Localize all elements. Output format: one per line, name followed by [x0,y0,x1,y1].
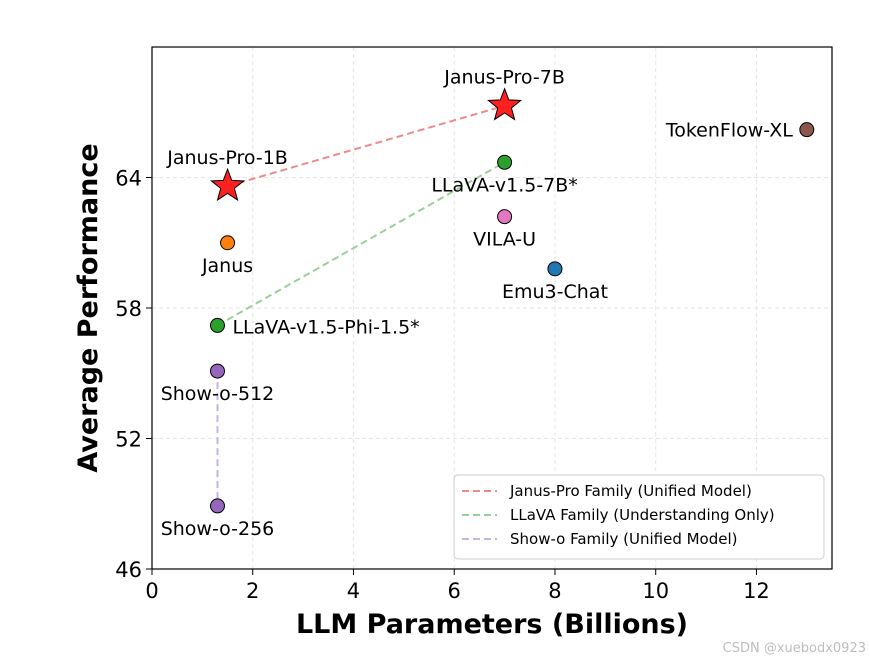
y-tick-label: 58 [115,297,142,321]
grid [151,47,832,570]
x-tick-label: 4 [347,579,360,603]
label-janus-pro-7b: Janus-Pro-7B [443,67,565,89]
legend-label: Janus-Pro Family (Unified Model) [509,482,752,500]
legend-box [453,474,825,560]
family-line-llava [216,161,506,327]
label-janus-pro-1b: Janus-Pro-1B [166,147,288,169]
label-tokenflow-xl: TokenFlow-XL [665,120,793,142]
y-tick-label: 64 [115,167,142,191]
data-labels: Janus-Pro-7B Janus-Pro-1B TokenFlow-XL LLaV… [161,67,794,540]
x-axis-title: LLM Parameters (Billions) [296,609,688,640]
point-janus-pro-7b [487,87,523,121]
label-vila-u: VILA-U [473,229,536,251]
label-llava-v1-5-phi-1-5: LLaVA-v1.5-Phi-1.5* [232,316,419,338]
x-tick-label: 0 [145,579,158,603]
x-tick-label: 6 [448,579,461,603]
point-vila-u [497,209,513,225]
x-tick-label: 2 [246,579,259,603]
point-emu3-chat [547,261,563,277]
x-tick-label: 8 [548,579,561,603]
legend: Janus-Pro Family (Unified Model) LLaVA Fa… [453,474,825,560]
label-emu3-chat: Emu3-Chat [502,281,608,303]
label-llava-v1-5-7b: LLaVA-v1.5-7B* [431,174,577,196]
y-tick-label: 46 [115,558,142,582]
legend-label: LLaVA Family (Understanding Only) [510,506,775,524]
legend-label: Show-o Family (Unified Model) [510,530,738,548]
label-show-o-256: Show-o-256 [161,518,275,540]
y-axis-title: Average Performance [73,143,104,472]
point-show-o-512 [209,363,225,379]
family-lines [216,104,506,506]
x-tick-label: 12 [743,579,770,603]
point-llava-v1-5-7b [497,154,513,170]
point-show-o-256 [209,498,225,514]
point-janus-pro-1b [210,167,246,202]
y-tick-label: 52 [115,428,142,452]
data-points [209,87,815,514]
watermark: CSDN @xuebodx0923 [723,641,866,656]
family-line-janus-pro [227,104,505,188]
point-llava-v1-5-phi-1-5 [209,317,225,333]
point-janus [220,235,236,251]
label-janus: Janus [201,255,253,277]
label-show-o-512: Show-o-512 [161,383,275,405]
point-tokenflow-xl [799,122,815,138]
x-tick-label: 10 [642,579,669,603]
